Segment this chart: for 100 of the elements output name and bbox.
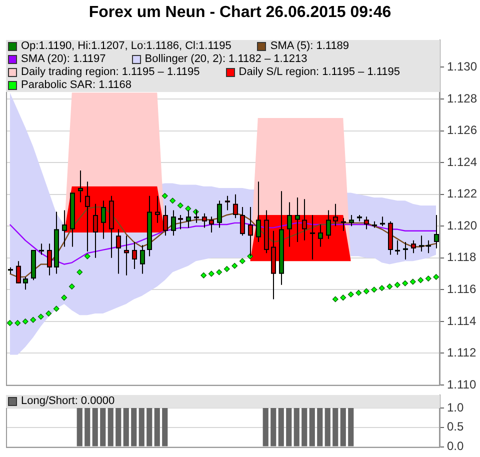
candlestick: [155, 195, 160, 224]
candlestick: [411, 240, 416, 254]
candlestick: [31, 249, 36, 281]
legend-label: SMA (20): 1.1197: [21, 53, 106, 66]
candlestick: [93, 203, 98, 258]
point: [30, 316, 36, 323]
point: [200, 272, 207, 278]
candlestick: [54, 211, 59, 274]
candlestick: [295, 197, 300, 242]
candlestick: [47, 243, 52, 276]
candlestick: [341, 218, 346, 232]
candlestick: [163, 204, 168, 236]
candlestick: [194, 210, 199, 224]
point: [162, 192, 168, 199]
y-tick-label: 1.130: [447, 60, 478, 74]
candlestick: [302, 198, 307, 241]
candlestick: [202, 212, 207, 228]
y-tick-label: 1.118: [447, 250, 476, 264]
point: [46, 310, 52, 316]
y-tick-label: 1.0: [447, 400, 464, 414]
candlestick: [318, 224, 323, 248]
candlestick: [171, 210, 176, 236]
candlestick: [217, 200, 222, 228]
point: [177, 202, 184, 208]
candlestick: [380, 216, 385, 227]
point: [61, 294, 68, 301]
candlestick: [147, 195, 152, 257]
y-tick-label: 1.124: [447, 154, 478, 169]
candlestick: [16, 260, 21, 284]
point: [22, 318, 28, 324]
point: [340, 294, 346, 301]
point: [418, 277, 424, 284]
y-tick-label: 1.122: [447, 186, 478, 201]
point: [386, 284, 393, 290]
candlestick: [109, 195, 114, 258]
candlestick: [434, 214, 439, 249]
candlestick: [132, 241, 137, 270]
candlestick: [101, 200, 106, 240]
candlestick: [124, 235, 129, 276]
candlestick: [388, 220, 393, 256]
point: [84, 253, 90, 260]
point: [53, 306, 60, 312]
candlestick: [116, 228, 121, 274]
candlestick: [233, 194, 238, 219]
legend-label: Daily trading region: 1.1195 – 1.1195: [21, 66, 200, 80]
candlestick: [333, 203, 338, 227]
candlestick: [78, 170, 83, 203]
legend-label: SMA (5): 1.1189: [270, 40, 350, 54]
candlestick: [240, 206, 245, 236]
point: [402, 280, 408, 286]
candlestick: [140, 244, 145, 274]
legend-label: Op:1.1190, Hi:1.1207, Lo:1.1186, Cl:1.1195: [21, 40, 232, 54]
y-tick-label: 1.116: [447, 282, 476, 296]
legend-label: Daily S/L region: 1.1195 – 1.1195: [238, 66, 400, 80]
point: [410, 278, 416, 285]
point: [68, 284, 75, 290]
point: [394, 282, 400, 288]
point: [433, 274, 440, 280]
candlestick: [403, 241, 408, 260]
candlestick: [287, 202, 292, 248]
y-tick-label: 1.126: [447, 123, 478, 138]
chart-title: Forex um Neun - Chart 26.06.2015 09:46: [88, 3, 392, 23]
candlestick: [349, 214, 354, 227]
candlestick: [264, 210, 269, 254]
candlestick: [85, 181, 90, 252]
point: [14, 320, 21, 326]
y-tick-label: 1.112: [447, 346, 476, 360]
candlestick: [225, 195, 230, 211]
point: [38, 314, 44, 320]
point: [6, 320, 13, 326]
point: [378, 285, 385, 292]
candlestick: [209, 216, 214, 233]
point: [224, 266, 230, 272]
point: [208, 270, 214, 277]
point: [232, 262, 238, 269]
y-tick-label: 0.0: [447, 439, 464, 454]
point: [348, 291, 354, 298]
point: [239, 258, 246, 264]
point: [425, 276, 432, 282]
candlestick: [70, 192, 75, 248]
legend-label: Long/Short: 0.0000: [21, 395, 115, 408]
y-tick-label: 1.128: [447, 91, 478, 106]
candlestick: [326, 210, 331, 240]
point: [332, 296, 338, 302]
point: [216, 269, 222, 276]
candlestick: [279, 190, 284, 286]
point: [371, 286, 378, 293]
point: [356, 290, 362, 296]
point: [363, 288, 370, 294]
point: [76, 269, 83, 276]
candlestick: [62, 210, 67, 248]
legend-label: Parabolic SAR: 1.1168: [21, 79, 132, 92]
y-tick-label: 1.110: [447, 377, 476, 392]
candlestick: [364, 216, 369, 230]
y-tick-label: 0.5: [447, 420, 464, 434]
legend-label: Bollinger (20, 2): 1.1182 – 1.1213: [144, 53, 308, 66]
candlestick: [23, 276, 28, 290]
candlestick: [256, 181, 261, 242]
point: [170, 198, 176, 204]
point: [185, 206, 192, 212]
